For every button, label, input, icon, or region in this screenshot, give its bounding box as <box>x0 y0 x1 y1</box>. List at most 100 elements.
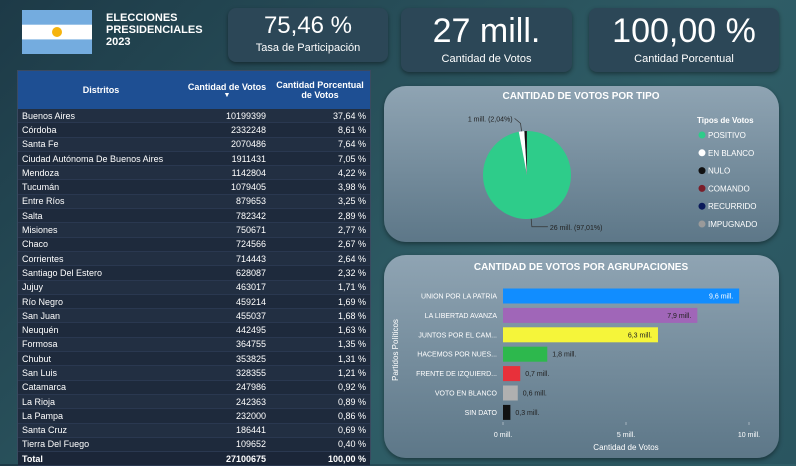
x-tick-label: 10 mill. <box>738 432 760 439</box>
table-cell: 2,77 % <box>270 223 370 237</box>
column-header: Cantidad Porcentual de Votos <box>270 71 370 109</box>
table-cell: 0,89 % <box>270 394 370 408</box>
kpi-value: 75,46 % <box>228 12 388 40</box>
legend-label: NULO <box>708 167 730 176</box>
table-cell: 328355 <box>184 366 270 380</box>
legend-marker <box>699 221 706 228</box>
table-cell: 109652 <box>184 437 270 451</box>
pie-chart: CANTIDAD DE VOTOS POR TIPO 26 mill. (97,0… <box>384 86 779 242</box>
y-tick-label: LA LIBERTAD AVANZA <box>425 313 498 320</box>
chart-title: CANTIDAD DE VOTOS POR TIPO <box>502 91 659 102</box>
table-cell: 1911431 <box>184 151 270 165</box>
column-header: Distritos <box>18 71 184 109</box>
table-cell: 7,05 % <box>270 151 370 165</box>
table-cell: 186441 <box>184 423 270 437</box>
table-cell: 0,40 % <box>270 437 370 451</box>
table-cell: 37,64 % <box>270 109 370 123</box>
legend-marker <box>699 167 706 174</box>
table-cell: San Juan <box>18 309 184 323</box>
leader-line <box>531 219 548 227</box>
legend-title: Tipos de Votos <box>697 116 754 125</box>
table-cell: Tucumán <box>18 180 184 194</box>
table-cell: Mendoza <box>18 166 184 180</box>
table-cell: La Pampa <box>18 409 184 423</box>
table-cell: 1,71 % <box>270 280 370 294</box>
x-tick-label: 5 mill. <box>617 432 635 439</box>
table-cell: 1,21 % <box>270 366 370 380</box>
kpi-card: 100,00 %Cantidad Porcentual <box>589 8 779 72</box>
legend-marker <box>699 185 706 192</box>
sort-icon: ▼ <box>185 92 269 99</box>
bar <box>503 289 739 304</box>
table-cell: 442495 <box>184 323 270 337</box>
kpi-label: Cantidad de Votos <box>401 53 572 65</box>
data-label: 0,7 mill. <box>525 371 549 378</box>
table-cell: 8,61 % <box>270 123 370 137</box>
y-tick-label: UNION POR LA PATRIA <box>421 294 497 301</box>
table-cell: Corrientes <box>18 251 184 265</box>
y-tick-label: HACEMOS POR NUES... <box>417 352 497 359</box>
y-axis-title: Partidos Políticos <box>391 319 400 381</box>
table-cell: Río Negro <box>18 294 184 308</box>
x-axis-title: Cantidad de Votos <box>593 443 658 452</box>
data-label: 1,8 mill. <box>552 352 576 359</box>
table-cell: 2,67 % <box>270 237 370 251</box>
table-cell: Santa Cruz <box>18 423 184 437</box>
bar <box>503 347 547 362</box>
legend-label: EN BLANCO <box>708 149 754 158</box>
flag <box>22 10 92 54</box>
table-cell: 714443 <box>184 251 270 265</box>
data-label: 26 mill. (97,01%) <box>550 225 603 232</box>
column-header: Cantidad de Votos▼ <box>184 71 270 109</box>
table-cell: Santa Fe <box>18 137 184 151</box>
table-cell: 353825 <box>184 352 270 366</box>
legend-label: IMPUGNADO <box>708 220 757 229</box>
table-cell: Tierra Del Fuego <box>18 437 184 451</box>
table-cell: 724566 <box>184 237 270 251</box>
table-cell: Chaco <box>18 237 184 251</box>
table-cell: 0,92 % <box>270 380 370 394</box>
data-label: 7,9 mill. <box>667 313 691 320</box>
table-cell: Catamarca <box>18 380 184 394</box>
legend-marker <box>699 149 706 156</box>
data-label: 0,6 mill. <box>523 391 547 398</box>
kpi-card: 27 mill.Cantidad de Votos <box>401 8 572 72</box>
table-cell: Santiago Del Estero <box>18 266 184 280</box>
x-tick-label: 0 mill. <box>494 432 512 439</box>
table-cell: 2,64 % <box>270 251 370 265</box>
table-cell: 4,22 % <box>270 166 370 180</box>
table-cell: 2,89 % <box>270 209 370 223</box>
legend-label: RECURRIDO <box>708 202 756 211</box>
table-cell: Ciudad Autónoma De Buenos Aires <box>18 151 184 165</box>
table-cell: Jujuy <box>18 280 184 294</box>
bar <box>503 366 520 381</box>
table-cell: 7,64 % <box>270 137 370 151</box>
kpi-card: 75,46 %Tasa de Participación <box>228 8 388 62</box>
table-cell: 10199399 <box>184 109 270 123</box>
table-cell: 1,68 % <box>270 309 370 323</box>
table-cell: 247986 <box>184 380 270 394</box>
legend-label: COMANDO <box>708 184 750 193</box>
data-label: 6,3 mill. <box>628 332 652 339</box>
table-cell: 463017 <box>184 280 270 294</box>
